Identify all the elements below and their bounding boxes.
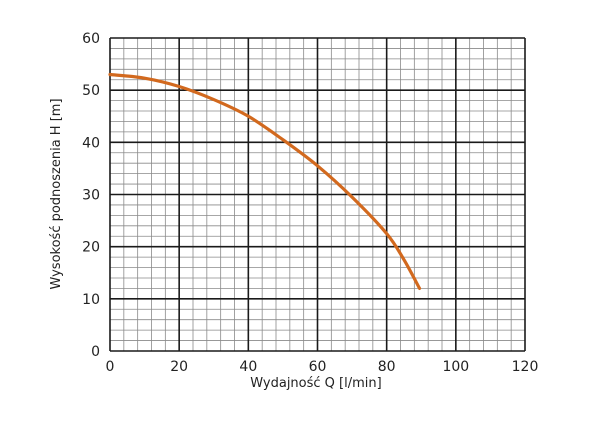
y-tick-label: 0 — [91, 344, 100, 360]
y-axis-label: Wysokość podnoszenia H [m] — [49, 98, 64, 289]
y-tick-label: 10 — [82, 292, 100, 308]
x-tick-label: 20 — [170, 359, 188, 375]
major-grid — [109, 37, 526, 352]
y-tick-label: 30 — [82, 188, 100, 204]
y-tick-label: 20 — [82, 240, 100, 256]
y-tick-label: 50 — [82, 83, 100, 99]
series-curves — [108, 72, 422, 290]
y-tick-label: 40 — [82, 135, 100, 151]
x-tick-label: 0 — [106, 359, 115, 375]
y-tick-label: 60 — [82, 31, 100, 47]
x-tick-label: 60 — [309, 359, 327, 375]
x-tick-label: 80 — [378, 359, 396, 375]
x-tick-label: 40 — [239, 359, 257, 375]
x-axis-label: Wydajność Q [l/min] — [250, 376, 381, 391]
x-tick-label: 100 — [442, 359, 469, 375]
x-tick-label: 120 — [512, 359, 539, 375]
pump-curve-line — [108, 72, 422, 290]
y-axis-tick-labels: 0 10 20 30 40 50 60 — [82, 31, 100, 360]
x-axis-tick-labels: 0 20 40 60 80 100 120 — [106, 359, 539, 375]
